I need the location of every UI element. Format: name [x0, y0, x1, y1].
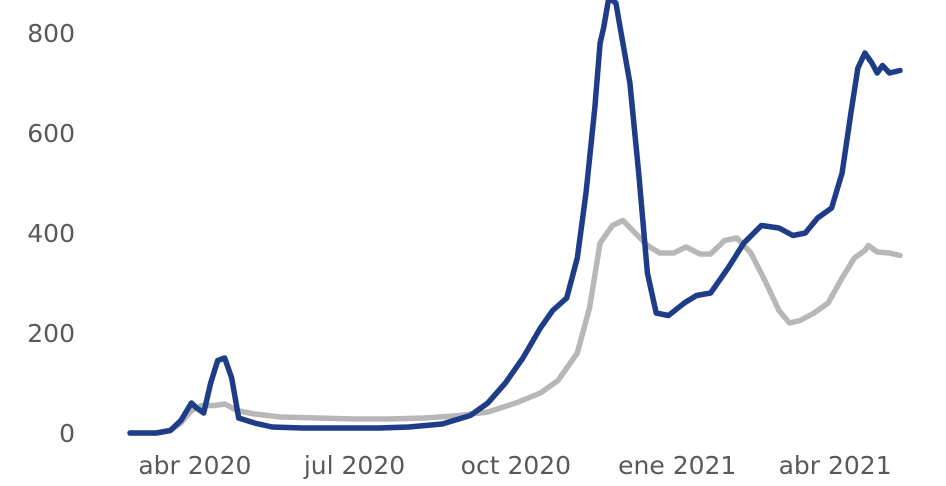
y-tick-label: 800: [27, 19, 75, 48]
x-tick-label: oct 2020: [461, 451, 571, 480]
series-line-1: [127, 0, 903, 436]
x-axis-ticks: abr 2020 jul 2020 oct 2020 ene 2021 abr 2021: [138, 451, 891, 480]
series-lines: [127, 0, 903, 436]
x-tick-label: abr 2021: [779, 451, 892, 480]
x-tick-label: ene 2021: [618, 451, 736, 480]
y-tick-label: 600: [27, 119, 75, 148]
y-tick-label: 0: [59, 419, 75, 448]
y-axis-ticks: 0 200 400 600 800: [27, 19, 75, 448]
y-tick-label: 400: [27, 219, 75, 248]
x-tick-label: jul 2020: [303, 451, 405, 480]
y-tick-label: 200: [27, 319, 75, 348]
x-tick-label: abr 2020: [138, 451, 251, 480]
series-line-2: [127, 217, 903, 436]
